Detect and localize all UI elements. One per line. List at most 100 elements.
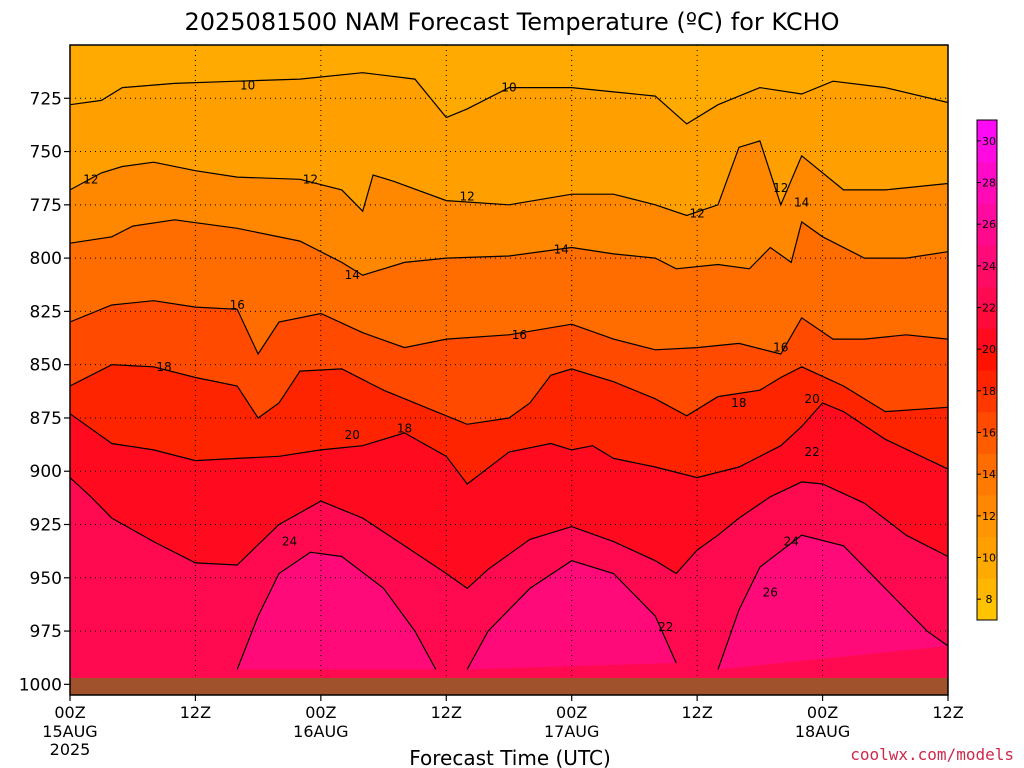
contour-label: 18 (397, 422, 412, 436)
contour-lines (70, 72, 948, 670)
y-tick-label: 900 (30, 462, 62, 482)
colorbar: 8 10 12 14 16 18 20 22 24 26 28 30 (976, 119, 998, 621)
x-tick-date: 17AUG (544, 722, 599, 741)
contour-label: 16 (230, 298, 245, 312)
contour-label: 14 (345, 268, 360, 282)
y-axis: 725 750 775 800 825 850 875 900 925 950 975 1000 (19, 89, 70, 695)
contour-label: 22 (658, 620, 673, 634)
colorbar-tick-label: 28 (982, 177, 996, 190)
contour-label-text: 10 (501, 81, 516, 95)
colorbar-swatch (977, 390, 997, 413)
colorbar-swatch (977, 432, 997, 454)
y-tick-label: 725 (30, 89, 62, 109)
contour-line-22 (70, 477, 948, 590)
colorbar-tick-label: 10 (982, 552, 996, 565)
band-above-24 (237, 552, 436, 670)
contour-label-text: 16 (230, 298, 245, 312)
y-tick-label: 975 (30, 622, 62, 642)
contour-label-text: 20 (804, 392, 819, 406)
contour-label: 10 (501, 81, 516, 95)
y-tick-label: 875 (30, 409, 62, 429)
plot-frame (69, 44, 949, 696)
contour-line-24 (236, 551, 437, 670)
contour-label-text: 16 (773, 341, 788, 355)
colorbar-tick-label: 16 (982, 427, 996, 440)
x-tick-date: 15AUG (42, 722, 97, 741)
contour-label-text: 14 (345, 268, 360, 282)
colorbar-swatch (977, 286, 997, 308)
contour-label: 18 (731, 396, 746, 410)
x-tick-label: 00Z (807, 703, 838, 722)
colorbar-swatch (977, 453, 997, 475)
y-tick-label: 925 (30, 516, 62, 536)
contour-label-text: 24 (784, 535, 799, 549)
x-tick-date: 18AUG (795, 722, 850, 741)
x-tick-label: 12Z (932, 703, 963, 722)
y-tick-label: 850 (30, 356, 62, 376)
colorbar-swatch (977, 370, 997, 392)
contour-label-text: 12 (83, 172, 98, 186)
colorbar-swatch (977, 474, 997, 496)
temperature-bands (70, 45, 948, 695)
contour-line-16 (70, 300, 948, 356)
contour-label: 12 (83, 172, 98, 186)
y-tick-label: 800 (30, 249, 62, 269)
colorbar-tick-label: 20 (982, 343, 996, 356)
contour-labels: 10 10 12 12 12 12 12 14 14 14 16 16 16 18 18 18 20 20 22 22… (83, 78, 819, 633)
band-above-24 (718, 535, 948, 670)
contour-label: 12 (690, 206, 705, 220)
contour-label-text: 16 (512, 328, 527, 342)
colorbar-swatch (977, 515, 997, 538)
colorbar-swatch (977, 495, 997, 517)
contour-label: 12 (773, 181, 788, 195)
contour-label: 16 (773, 341, 788, 355)
contour-label: 20 (345, 428, 360, 442)
contour-label-text: 22 (804, 445, 819, 459)
contour-label: 14 (794, 196, 809, 210)
contour-label: 24 (784, 535, 799, 549)
contour-label-text: 12 (303, 172, 318, 186)
contour-line-18 (70, 364, 948, 425)
contour-label-text: 18 (397, 422, 412, 436)
chart-title: 2025081500 NAM Forecast Temperature (ºC)… (184, 8, 839, 36)
contour-label-text: 20 (345, 428, 360, 442)
colorbar-tick-label: 22 (982, 302, 996, 315)
contour-label: 24 (282, 535, 297, 549)
contour-label: 10 (240, 78, 255, 92)
contour-line-20 (70, 402, 948, 485)
colorbar-swatch (977, 224, 997, 246)
colorbar-swatch (977, 536, 997, 558)
colorbar-tick-label: 26 (982, 218, 996, 231)
y-tick-label: 950 (30, 569, 62, 589)
terrain-ground (70, 677, 948, 695)
y-tick-label: 750 (30, 143, 62, 163)
contour-label: 18 (156, 360, 171, 374)
colorbar-tick-label: 12 (982, 510, 996, 523)
colorbar-swatch (977, 182, 997, 204)
contour-label-text: 12 (690, 206, 705, 220)
contour-label-text: 12 (460, 189, 475, 203)
y-tick-label: 825 (30, 302, 62, 322)
contour-label: 14 (554, 243, 569, 257)
x-tick-label: 12Z (431, 703, 462, 722)
contour-line-14 (70, 219, 948, 276)
colorbar-swatch (977, 245, 997, 267)
colorbar-swatch (977, 140, 997, 163)
contour-label: 16 (512, 328, 527, 342)
colorbar-swatch (977, 203, 997, 225)
colorbar-swatch (977, 411, 997, 433)
contour-label-text: 26 (763, 586, 778, 600)
contour-label-text: 14 (554, 243, 569, 257)
y-tick-label: 775 (30, 196, 62, 216)
x-tick-label: 00Z (305, 703, 336, 722)
y-tick-label: 1000 (19, 675, 62, 695)
colorbar-swatch (977, 349, 997, 371)
colorbar-tick-label: 30 (982, 135, 996, 148)
contour-label-text: 14 (794, 196, 809, 210)
colorbar-swatch (977, 307, 997, 329)
contour-label-text: 18 (731, 396, 746, 410)
contour-label-text: 22 (658, 620, 673, 634)
colorbar-swatch (977, 161, 997, 183)
contour-label-text: 24 (282, 535, 297, 549)
x-axis-label: Forecast Time (UTC) (409, 746, 611, 768)
